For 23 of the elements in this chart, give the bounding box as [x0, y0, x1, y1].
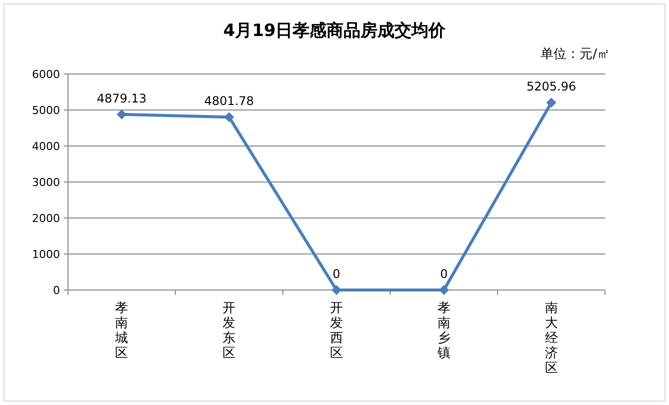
y-tick-label: 0: [53, 284, 60, 297]
y-tick-label: 6000: [32, 68, 60, 81]
chart-title: 4月19日孝感商品房成交均价: [223, 21, 447, 41]
y-tick-label: 4000: [32, 140, 60, 153]
y-tick-label: 1000: [32, 248, 60, 261]
data-label: 4801.78: [204, 94, 254, 108]
data-label: 0: [332, 267, 340, 281]
point: [546, 98, 556, 108]
y-tick-label: 3000: [32, 176, 60, 189]
text: 单位：元/㎡: [540, 47, 610, 62]
x-tick-label: 孝南城区: [114, 301, 128, 361]
data-label: 4879.13: [96, 91, 147, 106]
point: [332, 285, 342, 295]
x-tick-label: 南大经济区: [544, 301, 558, 376]
x-tick-label: 孝南乡镇: [436, 301, 450, 361]
y-tick-label: 2000: [32, 212, 60, 225]
data-label: 5205.96: [526, 80, 576, 94]
point: [224, 112, 234, 122]
data-label: 0: [440, 267, 448, 281]
y-tick-label: 5000: [32, 104, 60, 117]
x-tick-label: 开发西区: [330, 301, 343, 361]
point: [116, 109, 127, 120]
x-tick-label: 开发东区: [222, 301, 236, 361]
